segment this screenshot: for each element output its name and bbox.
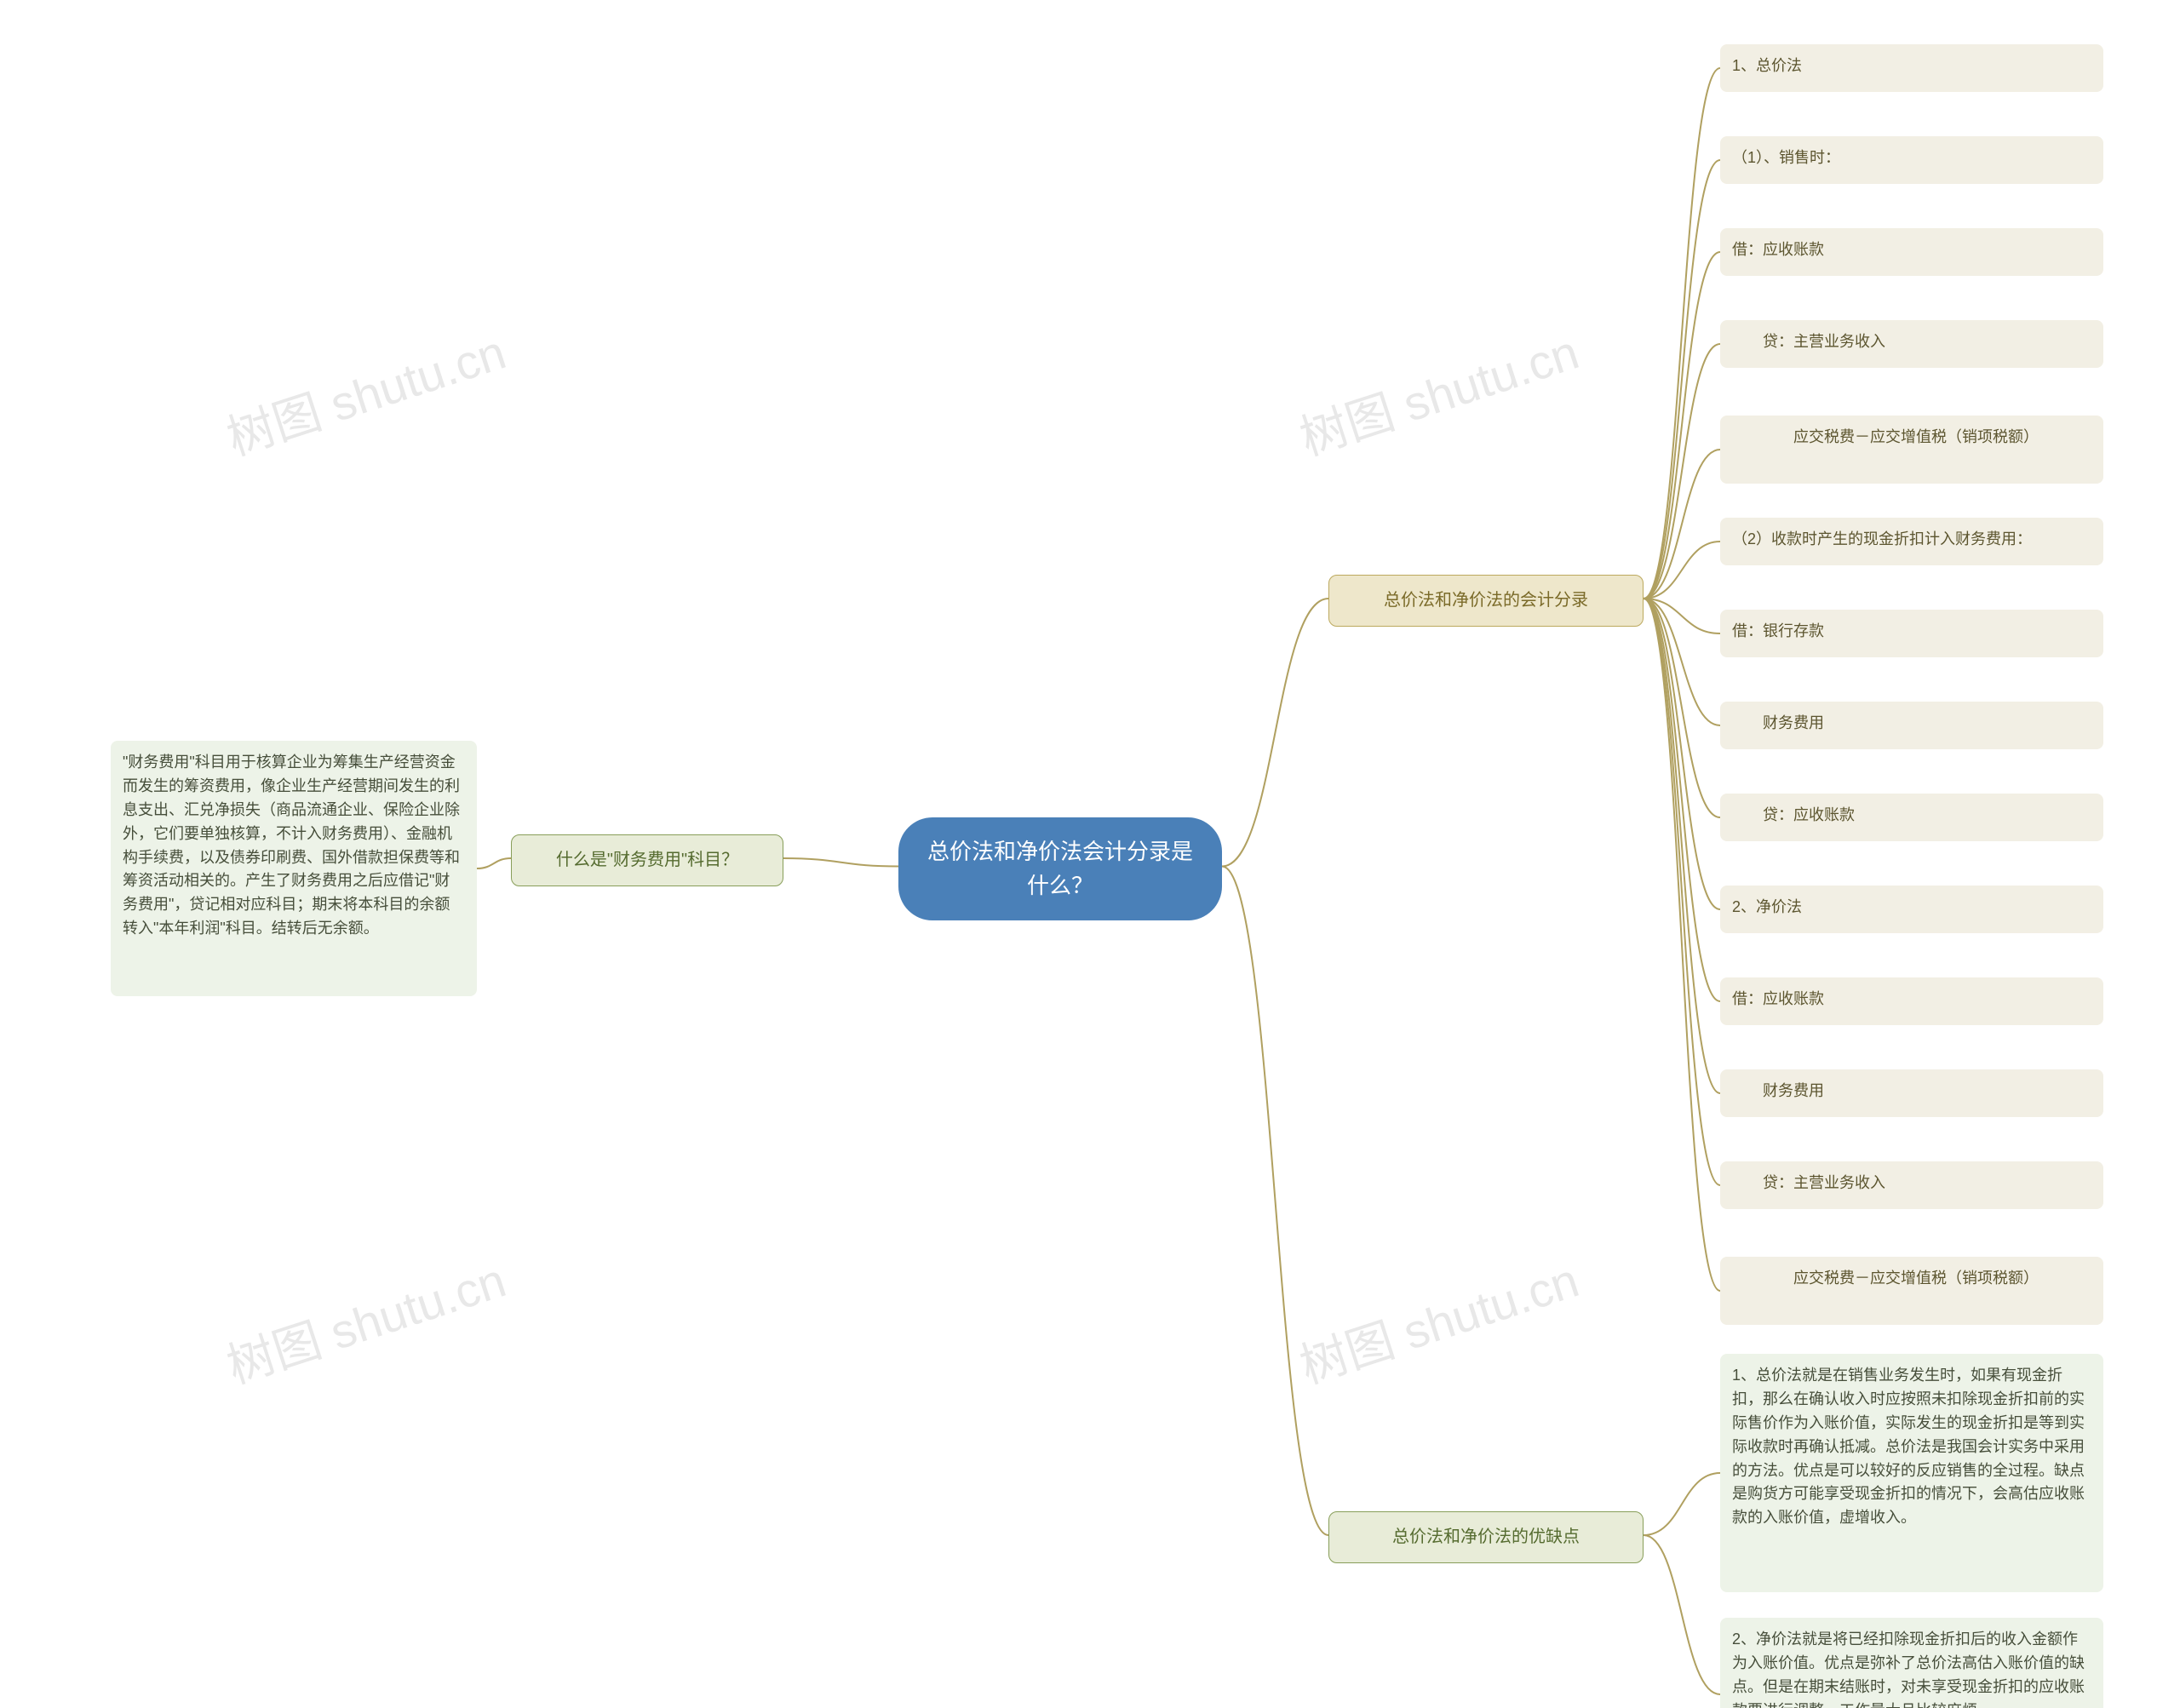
right-leaf-sub1-1: （1）、销售时： <box>1720 136 2103 184</box>
left-leaf-node: "财务费用"科目用于核算企业为筹集生产经营资金而发生的筹资费用，像企业生产经营期… <box>111 741 477 996</box>
right-leaf-sub1-13: 应交税费－应交增值税（销项税额） <box>1720 1257 2103 1325</box>
watermark: 树图 shutu.cn <box>217 1242 513 1397</box>
right-sub-sub1: 总价法和净价法的会计分录 <box>1328 575 1644 627</box>
right-leaf-sub1-4: 应交税费－应交增值税（销项税额） <box>1720 416 2103 484</box>
right-leaf-sub1-2: 借：应收账款 <box>1720 228 2103 276</box>
right-leaf-sub1-5: （2）收款时产生的现金折扣计入财务费用： <box>1720 518 2103 565</box>
watermark: 树图 shutu.cn <box>217 314 513 469</box>
right-leaf-sub1-9: 2、净价法 <box>1720 886 2103 933</box>
right-leaf-sub1-6: 借：银行存款 <box>1720 610 2103 657</box>
right-sub-sub2: 总价法和净价法的优缺点 <box>1328 1511 1644 1563</box>
root-node: 总价法和净价法会计分录是什么？ <box>898 817 1222 920</box>
right-leaf-sub1-7: 财务费用 <box>1720 702 2103 749</box>
watermark: 树图 shutu.cn <box>1290 314 1586 469</box>
right-leaf-sub1-11: 财务费用 <box>1720 1069 2103 1117</box>
right-leaf-sub2-1: 2、净价法就是将已经扣除现金折扣后的收入金额作为入账价值。优点是弥补了总价法高估… <box>1720 1618 2103 1708</box>
right-leaf-sub1-8: 贷：应收账款 <box>1720 794 2103 841</box>
right-leaf-sub1-12: 贷：主营业务收入 <box>1720 1161 2103 1209</box>
right-leaf-sub1-0: 1、总价法 <box>1720 44 2103 92</box>
right-leaf-sub2-0: 1、总价法就是在销售业务发生时，如果有现金折扣，那么在确认收入时应按照未扣除现金… <box>1720 1354 2103 1592</box>
left-sub-node: 什么是"财务费用"科目？ <box>511 834 783 886</box>
right-leaf-sub1-3: 贷：主营业务收入 <box>1720 320 2103 368</box>
right-leaf-sub1-10: 借：应收账款 <box>1720 977 2103 1025</box>
watermark: 树图 shutu.cn <box>1290 1242 1586 1397</box>
